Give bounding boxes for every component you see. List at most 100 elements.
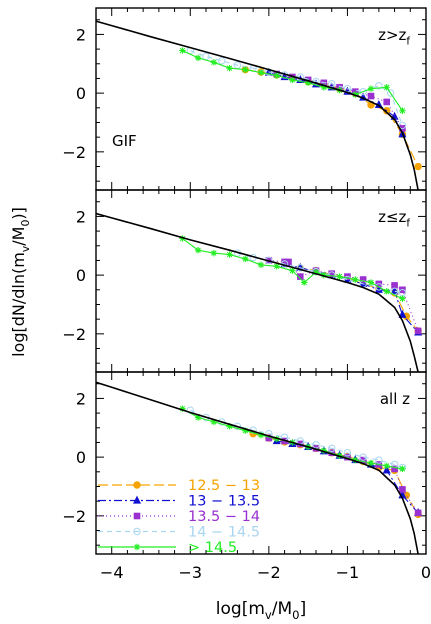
data-point — [390, 286, 399, 295]
legend-label: 12.5 − 13 — [188, 478, 260, 494]
legend-marker — [133, 543, 141, 551]
series-line — [276, 440, 419, 514]
legend-label: 13.5 − 14 — [188, 509, 260, 525]
y-tick-label: 0 — [76, 84, 86, 103]
y-tick-label: 2 — [76, 25, 86, 44]
series-line — [182, 237, 403, 300]
data-point — [218, 57, 226, 65]
data-point — [359, 87, 367, 96]
data-point — [375, 456, 383, 464]
data-point — [312, 441, 320, 449]
data-point — [399, 295, 406, 302]
data-point — [328, 444, 336, 453]
data-point — [289, 267, 296, 274]
data-point — [399, 486, 406, 493]
legend-label: 13 − 13.5 — [188, 494, 260, 510]
data-point — [414, 162, 422, 171]
data-point — [194, 246, 202, 254]
data-point — [414, 509, 422, 517]
panel-label: z>zf​ — [378, 26, 410, 48]
series-line — [182, 408, 403, 470]
x-tick-label: −2 — [257, 563, 281, 582]
series-line — [190, 50, 403, 126]
data-point — [257, 431, 265, 439]
data-point — [289, 76, 296, 84]
data-point — [383, 84, 390, 91]
data-point — [242, 255, 249, 263]
data-point — [210, 418, 218, 426]
legend-marker — [132, 495, 142, 504]
data-point — [375, 82, 383, 90]
data-point — [218, 418, 226, 426]
panel-3: −2 0 2 −4 −3 −2 −1 0 all z — [62, 371, 431, 582]
panel-label: all z — [380, 390, 410, 408]
data-point — [367, 459, 375, 467]
legend-item: 14 − 14.5 — [98, 525, 260, 541]
data-point — [383, 288, 390, 295]
series-line — [284, 263, 419, 333]
data-point — [210, 249, 218, 257]
series-line — [252, 433, 419, 515]
data-point — [367, 85, 375, 92]
data-point — [367, 279, 375, 286]
data-point — [359, 276, 367, 283]
data-point — [374, 284, 383, 293]
y-tick-label: 0 — [76, 448, 86, 467]
panel-frame — [95, 371, 427, 555]
data-point — [352, 276, 359, 283]
data-point — [194, 54, 202, 62]
data-point — [386, 89, 395, 97]
panels: −2 0 2 z>zf​ GIF −2 0 2 z≤zf​ −2 0 2 −4 −3 −2 −1 0 all z — [62, 7, 431, 582]
data-point — [336, 273, 343, 280]
model-curve — [96, 212, 419, 372]
data-point — [383, 462, 390, 470]
data-point — [179, 47, 186, 54]
data-point — [296, 273, 304, 280]
data-point — [383, 98, 391, 106]
gif-label: GIF — [112, 132, 137, 150]
data-point — [320, 84, 328, 91]
y-tick-label: 2 — [76, 207, 86, 226]
data-point — [391, 282, 398, 289]
x-tick-label: −1 — [336, 563, 360, 582]
panel-label: z≤zf​ — [378, 208, 410, 230]
data-point — [382, 465, 391, 474]
data-point — [375, 283, 383, 291]
data-point — [257, 261, 265, 269]
series-line — [268, 437, 419, 514]
y-tick-label: −2 — [62, 507, 86, 526]
legend-label: > 14.5 — [188, 540, 237, 556]
series-line — [268, 72, 403, 135]
data-point — [179, 405, 186, 412]
legend-marker — [133, 512, 141, 520]
data-point — [367, 92, 375, 100]
legend-label: 14 − 14.5 — [188, 525, 260, 541]
data-point — [312, 268, 320, 276]
data-point — [414, 327, 422, 335]
data-point — [226, 251, 233, 258]
x-tick-label: −4 — [100, 563, 124, 582]
data-point — [352, 456, 359, 464]
y-axis-label: log[dN/dln(mv​/M0​)] — [9, 207, 32, 357]
x-tick-label: −3 — [178, 563, 202, 582]
data-point — [399, 465, 406, 473]
data-point — [285, 258, 292, 266]
data-point — [257, 69, 265, 76]
data-point — [242, 66, 249, 73]
data-point — [328, 80, 336, 88]
x-tick-label: 0 — [421, 563, 431, 582]
legend-item: 13.5 − 14 — [98, 509, 260, 525]
y-tick-label: −2 — [62, 325, 86, 344]
y-tick-label: 2 — [76, 389, 86, 408]
data-point — [320, 271, 328, 279]
data-point — [210, 59, 218, 66]
data-point — [301, 279, 308, 286]
data-point — [194, 414, 202, 421]
model-curve — [96, 381, 419, 554]
data-point — [399, 107, 406, 114]
data-point — [320, 447, 328, 454]
data-point — [296, 264, 304, 272]
legend-item: 12.5 − 13 — [98, 478, 260, 494]
